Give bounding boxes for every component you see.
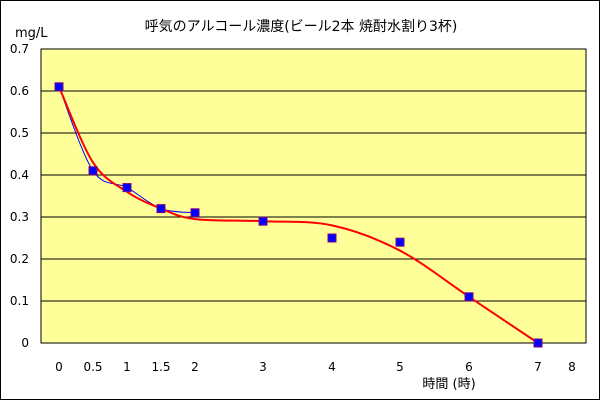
x-tick-label: 7 <box>534 360 542 374</box>
data-point-4 <box>327 233 337 243</box>
x-tick-label: 5 <box>396 360 404 374</box>
chart-title: 呼気のアルコール濃度(ビール2本 焼酎水割り3杯) <box>145 18 458 35</box>
data-point-1.5 <box>156 204 166 214</box>
y-tick-label: 0.7 <box>10 42 29 56</box>
y-tick-label: 0.6 <box>10 84 29 98</box>
data-point-2 <box>190 208 200 218</box>
x-tick-label: 0 <box>55 360 63 374</box>
x-tick-label: 8 <box>568 360 576 374</box>
data-point-0 <box>54 82 64 92</box>
data-point-1 <box>122 183 132 193</box>
data-point-0.5 <box>88 166 98 176</box>
data-point-3 <box>258 216 268 226</box>
x-tick-label: 1.5 <box>151 360 170 374</box>
x-tick-label: 6 <box>465 360 473 374</box>
x-tick-label: 0.5 <box>83 360 102 374</box>
y-tick-label: 0.4 <box>10 168 29 182</box>
x-axis-label: 時間 (時) <box>422 377 475 392</box>
y-tick-label: 0.2 <box>10 252 29 266</box>
x-tick-label: 3 <box>259 360 267 374</box>
data-point-5 <box>395 237 405 247</box>
x-tick-label: 2 <box>191 360 199 374</box>
y-tick-label: 0 <box>21 336 29 350</box>
y-tick-label: 0.1 <box>10 294 29 308</box>
data-point-7 <box>533 338 543 348</box>
data-point-6 <box>464 292 474 302</box>
plot-area <box>40 48 587 344</box>
y-tick-label: 0.3 <box>10 210 29 224</box>
y-axis-unit-label: mg/L <box>15 26 48 41</box>
y-tick-label: 0.5 <box>10 126 29 140</box>
trend-line <box>58 86 539 344</box>
x-tick-label: 1 <box>123 360 131 374</box>
x-tick-label: 4 <box>328 360 336 374</box>
